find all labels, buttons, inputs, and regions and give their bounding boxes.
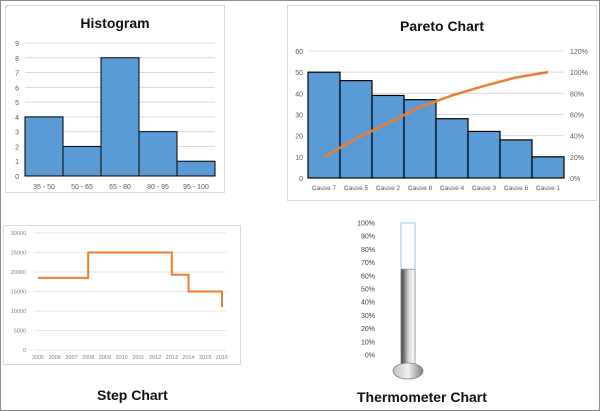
y-tick-label: 3: [15, 130, 19, 137]
y-tick-label: 60%: [361, 273, 375, 280]
x-tick-label: Cause 1: [536, 185, 561, 192]
thermometer-fill: [400, 268, 416, 366]
y-tick-label: 90%: [361, 234, 375, 241]
x-tick-label: 80 - 95: [147, 184, 169, 191]
x-tick-label: 65 - 80: [109, 184, 131, 191]
histogram-bar: [176, 160, 216, 177]
y-tick-label: 6: [15, 85, 19, 92]
y-tick-label: 10000: [11, 309, 26, 315]
y-tick-label: 30000: [11, 231, 26, 237]
y-tick-label: 30%: [361, 313, 375, 320]
y-tick-label: 8: [15, 56, 19, 63]
y-tick-label: 60: [295, 49, 303, 56]
x-tick-label: 50 - 65: [71, 184, 93, 191]
y-tick-label: 10: [295, 155, 303, 162]
step-title: Step Chart: [97, 387, 168, 403]
y2-tick-label: 80%: [570, 91, 584, 98]
y-tick-label: 1: [15, 159, 19, 166]
y-tick-label: 20%: [361, 326, 375, 333]
y-tick-label: 2: [15, 144, 19, 151]
y2-tick-label: 0%: [570, 176, 580, 183]
thermometer-chart: 0% 10% 20% 30% 40% 50% 60% 70% 80% 90% 100%: [357, 221, 424, 380]
step-line: [38, 251, 223, 308]
y2-tick-label: 120%: [570, 49, 588, 56]
cumulative-line: [323, 70, 549, 158]
x-tick-label: 2005: [32, 355, 44, 361]
y-tick-label: 20000: [11, 270, 26, 276]
y-tick-label: 0%: [365, 353, 375, 360]
pareto-panel: Pareto Chart 0 10 20 30 40 50 60 0% 20% 40% 60% 80…: [287, 5, 597, 201]
histogram-bar: [62, 145, 102, 177]
y-tick-label: 100%: [357, 221, 375, 228]
x-tick-label: Cause 6: [504, 185, 529, 192]
histogram-bar: [24, 116, 64, 177]
histogram-panel: Histogram 0 1 2 3 4 5 6 7 8 9 35 - 50 50 - 65 65 - …: [5, 5, 225, 193]
x-tick-label: 2009: [99, 355, 111, 361]
y-tick-label: 70%: [361, 260, 375, 267]
pareto-bar: [371, 94, 405, 179]
x-tick-label: 2007: [65, 355, 77, 361]
x-tick-label: Cause 8: [408, 185, 433, 192]
x-tick-label: Cause 3: [472, 185, 497, 192]
y-tick-label: 0: [23, 348, 26, 354]
y-tick-label: 25000: [11, 251, 26, 257]
pareto-bar: [435, 118, 469, 179]
thermometer-bulb: [392, 362, 424, 380]
histogram-chart: Histogram 0 1 2 3 4 5 6 7 8 9 35 - 50 50 - 65 65 - …: [15, 15, 216, 191]
y-tick-label: 50: [295, 70, 303, 77]
y-tick-label: 40%: [361, 300, 375, 307]
pareto-bar: [403, 99, 437, 179]
histogram-bar: [100, 57, 140, 177]
histogram-title: Histogram: [80, 15, 149, 31]
y-tick-label: 4: [15, 115, 19, 122]
pareto-bar: [499, 139, 533, 179]
y-tick-label: 7: [15, 71, 19, 78]
y-tick-label: 5000: [14, 329, 26, 335]
y-tick-label: 0: [299, 176, 303, 183]
thermometer-title: Thermometer Chart: [357, 389, 487, 405]
pareto-bar: [531, 156, 565, 179]
y-tick-label: 40: [295, 91, 303, 98]
y-tick-label: 80%: [361, 247, 375, 254]
x-tick-label: 2014: [182, 355, 194, 361]
x-tick-label: 2015: [199, 355, 211, 361]
step-panel: 0 5000 10000 15000 20000 25000 30000 2005 2006 2…: [3, 225, 241, 365]
x-tick-label: 2008: [82, 355, 94, 361]
y-tick-label: 9: [15, 41, 19, 48]
pareto-chart: Pareto Chart 0 10 20 30 40 50 60 0% 20% 40% 60% 80…: [295, 18, 588, 192]
y2-tick-label: 20%: [570, 155, 584, 162]
y-tick-label: 20: [295, 134, 303, 141]
pareto-bar: [307, 71, 341, 179]
y-tick-label: 0: [15, 174, 19, 181]
y2-tick-label: 60%: [570, 113, 584, 120]
x-tick-label: Cause 7: [312, 185, 337, 192]
y-tick-label: 10%: [361, 339, 375, 346]
y-tick-label: 30: [295, 113, 303, 120]
x-tick-label: 95 - 100: [183, 184, 209, 191]
x-tick-label: 35 - 50: [33, 184, 55, 191]
pareto-bar: [339, 80, 373, 179]
x-tick-label: Cause 5: [344, 185, 369, 192]
y-tick-label: 50%: [361, 287, 375, 294]
histogram-bar: [138, 131, 178, 177]
pareto-bar: [467, 130, 501, 179]
x-tick-label: 2010: [116, 355, 128, 361]
pareto-title: Pareto Chart: [400, 18, 484, 34]
x-tick-label: Cause 4: [440, 185, 465, 192]
x-tick-label: 2006: [49, 355, 61, 361]
y2-tick-label: 100%: [570, 70, 588, 77]
step-chart: 0 5000 10000 15000 20000 25000 30000 2005 2006 2…: [11, 231, 228, 361]
y2-tick-label: 40%: [570, 134, 584, 141]
x-tick-label: Cause 2: [376, 185, 401, 192]
y-tick-label: 15000: [11, 290, 26, 296]
x-tick-label: 2011: [132, 355, 144, 361]
x-tick-label: 2012: [149, 355, 161, 361]
y-tick-label: 5: [15, 100, 19, 107]
x-tick-label: 2013: [166, 355, 178, 361]
x-tick-label: 2016: [216, 355, 228, 361]
